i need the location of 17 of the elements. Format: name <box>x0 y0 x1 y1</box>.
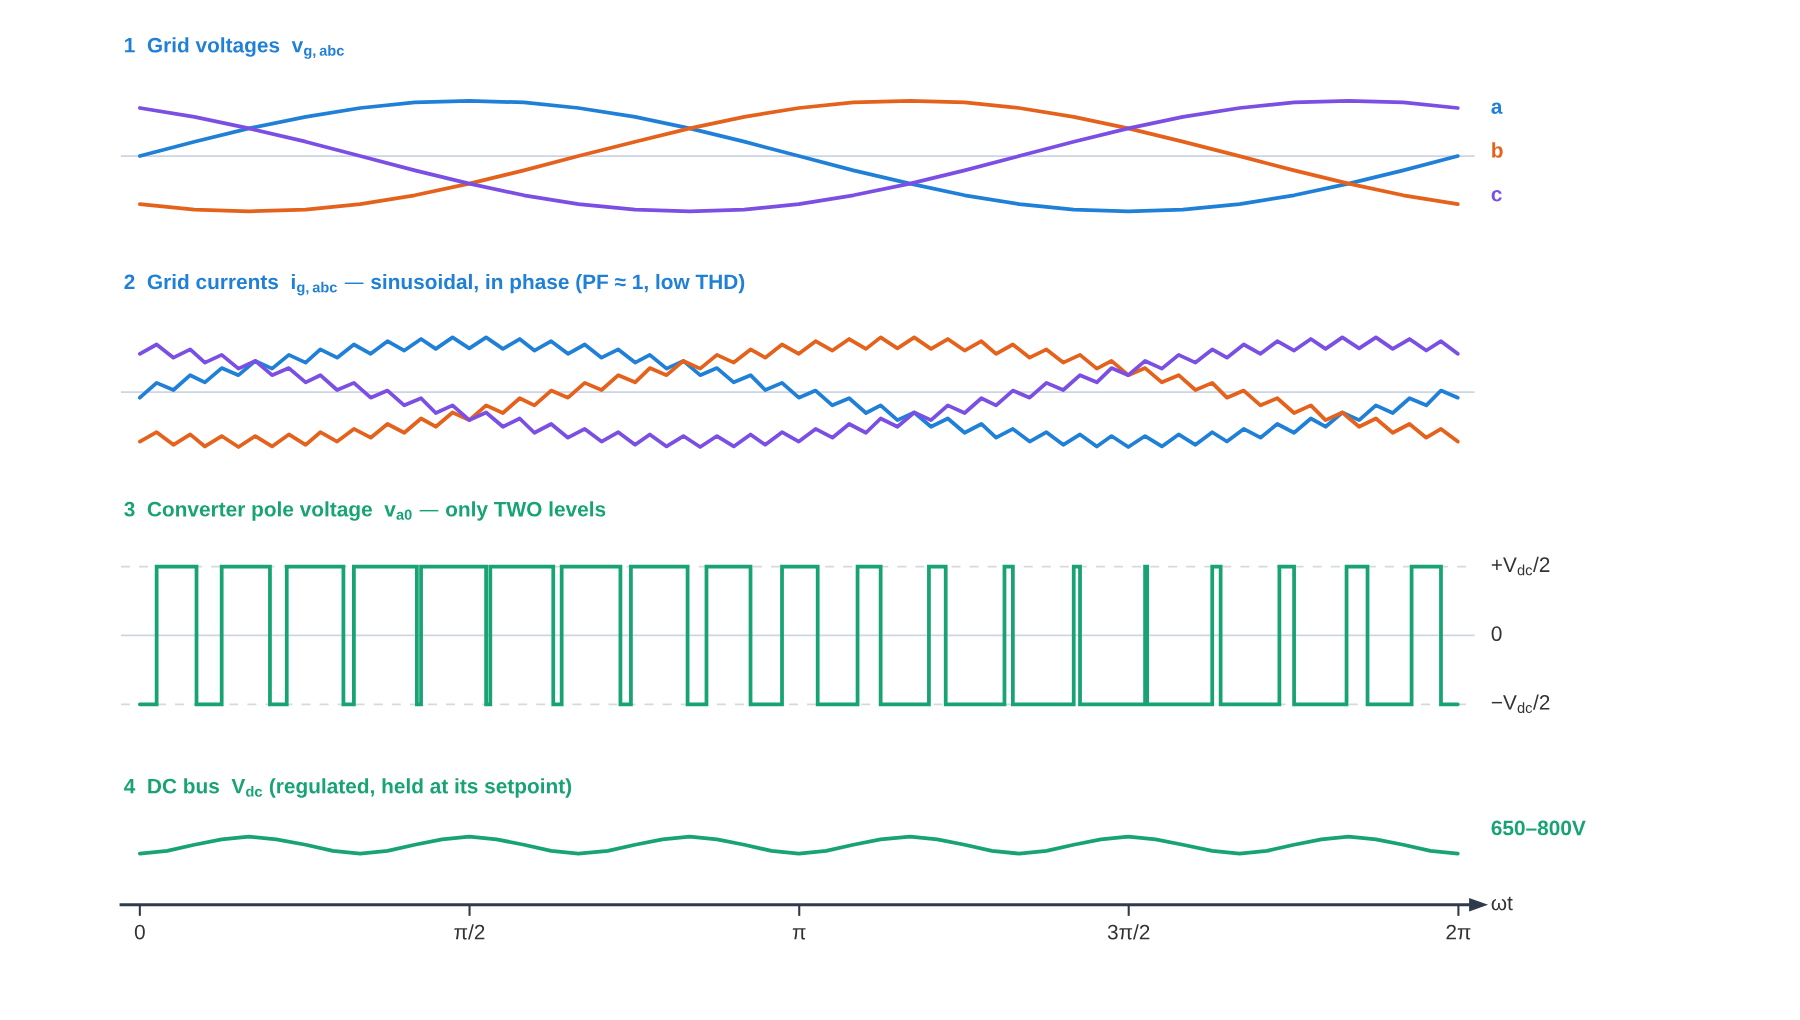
x-tick-label: π <box>792 928 806 940</box>
chart-title: 3 Converter pole voltage v$_{a0}$ — only TWO levels <box>124 501 606 521</box>
ref-line-label: −V$_{dc}$/2 <box>1491 694 1550 714</box>
chart-title: 4 DC bus V$_{dc}$ (regulated, held at its setpoint) <box>124 778 572 798</box>
x-tick-label: 2π <box>1446 924 1471 940</box>
x-tick-label: π/2 <box>454 924 485 940</box>
chart-title: 1 Grid voltages v$_{g,abc}$ <box>125 37 344 59</box>
x-axis-title: ωt <box>1491 896 1513 911</box>
x-tick-label: 0 <box>134 924 145 940</box>
ref-line-label: +V$_{dc}$/2 <box>1491 556 1550 576</box>
text: c <box>1491 190 1502 202</box>
ref-line-label: 0 <box>1491 626 1502 642</box>
text: b <box>1492 142 1503 158</box>
chart-title: 2 Grid currents i$_{g,abc}$ — sinusoidal, in phase (PF ≈ 1, low THD) <box>124 273 745 296</box>
x-tick-label: 3π/2 <box>1107 924 1150 940</box>
text: 650–800V <box>1491 820 1586 836</box>
text: a <box>1491 102 1503 114</box>
